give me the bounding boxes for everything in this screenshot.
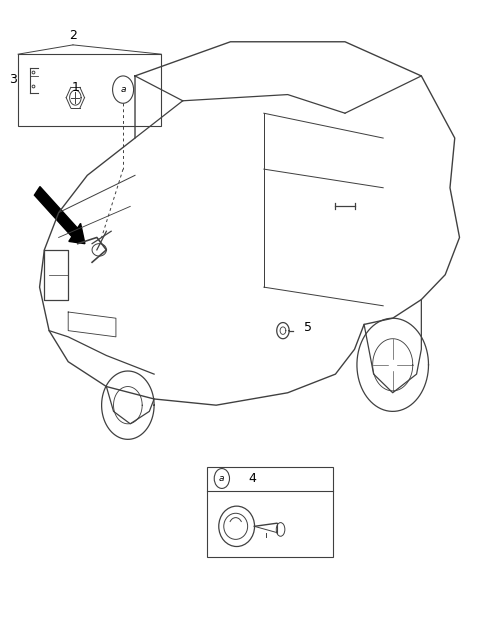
Text: 1: 1 <box>72 80 79 94</box>
FancyArrow shape <box>35 187 85 243</box>
Text: 2: 2 <box>69 29 77 42</box>
Text: a: a <box>120 85 126 94</box>
Text: a: a <box>219 474 225 483</box>
Text: 5: 5 <box>304 321 312 334</box>
Bar <box>206 467 333 557</box>
Bar <box>18 54 161 125</box>
Text: 4: 4 <box>248 472 256 485</box>
Text: 3: 3 <box>10 72 17 85</box>
